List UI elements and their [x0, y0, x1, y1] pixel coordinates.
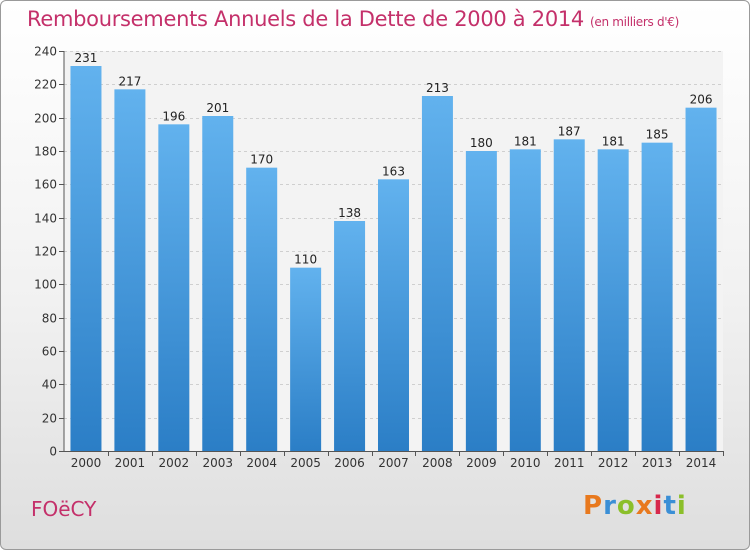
- logo-letter: i: [676, 491, 687, 521]
- bar: [158, 124, 190, 451]
- logo-letter: x: [635, 491, 654, 521]
- y-tick-label: 120: [34, 245, 57, 259]
- y-tick-label: 20: [42, 412, 57, 426]
- logo-letter: o: [616, 491, 636, 521]
- bars: [70, 66, 717, 452]
- data-labels: 231 217 196 201 170 110 138 163 213 180 181 187 181 1…: [75, 51, 713, 267]
- y-tick-label: 100: [34, 278, 57, 292]
- commune-name: FOëCY: [31, 497, 97, 521]
- data-label: 187: [558, 124, 581, 138]
- bar: [685, 107, 717, 452]
- data-label: 196: [162, 109, 185, 123]
- chart-title-text: Remboursements Annuels de la Dette de 20…: [27, 7, 584, 31]
- data-label: 213: [426, 81, 449, 95]
- bar: [465, 151, 497, 451]
- bar: [553, 139, 585, 452]
- data-label: 181: [514, 134, 537, 148]
- logo-letter: r: [603, 491, 617, 521]
- data-label: 138: [338, 206, 361, 220]
- y-tick-label: 140: [34, 212, 57, 226]
- proxiti-logo[interactable]: Proxiti: [583, 491, 687, 521]
- logo-letter: P: [583, 491, 604, 521]
- x-tick-label: 2009: [466, 456, 497, 470]
- x-tick-label: 2008: [422, 456, 453, 470]
- data-label: 206: [690, 93, 713, 107]
- logo-letter: t: [663, 491, 677, 521]
- y-tick-label: 60: [42, 345, 57, 359]
- bar: [597, 149, 629, 452]
- bar: [641, 142, 673, 451]
- data-label: 231: [75, 51, 98, 65]
- x-tick-label: 2005: [290, 456, 321, 470]
- data-label: 163: [382, 164, 405, 178]
- bar: [378, 179, 409, 452]
- x-tick-label: 2001: [115, 456, 146, 470]
- data-label: 217: [118, 74, 141, 88]
- y-tick-label: 180: [34, 145, 57, 159]
- logo-letter: i: [653, 491, 664, 521]
- chart-subtitle: (en milliers d'€): [590, 15, 680, 29]
- bar: [334, 221, 366, 451]
- x-tick-label: 2013: [642, 456, 673, 470]
- y-tick-label: 200: [34, 112, 57, 126]
- x-tick-label: 2002: [159, 456, 190, 470]
- bar: [202, 116, 234, 451]
- x-axis: 2000 2001 2002 2003 2004 2005 2006 2007 2008 2009…: [64, 451, 724, 470]
- bar: [290, 267, 322, 451]
- x-tick-label: 2003: [202, 456, 233, 470]
- x-tick-label: 2006: [334, 456, 365, 470]
- data-label: 201: [206, 101, 229, 115]
- y-tick-label: 220: [34, 78, 57, 92]
- x-tick-label: 2014: [686, 456, 717, 470]
- y-tick-label: 0: [49, 445, 57, 459]
- y-tick-label: 80: [42, 312, 57, 326]
- data-label: 180: [470, 136, 493, 150]
- chart-title: Remboursements Annuels de la Dette de 20…: [27, 7, 679, 31]
- x-tick-label: 2012: [598, 456, 629, 470]
- bar: [70, 66, 102, 451]
- bar: [421, 96, 453, 451]
- bar: [246, 167, 278, 451]
- x-tick-label: 2004: [246, 456, 277, 470]
- data-label: 170: [250, 153, 273, 167]
- y-tick-label: 240: [34, 45, 57, 59]
- y-tick-label: 40: [42, 378, 57, 392]
- x-tick-label: 2007: [378, 456, 409, 470]
- y-axis: 0 20 40 60 80 100 120 140 160 180 200 220 240: [34, 45, 65, 459]
- x-tick-label: 2011: [554, 456, 585, 470]
- y-tick-label: 160: [34, 178, 57, 192]
- x-tick-label: 2000: [71, 456, 102, 470]
- bar: [114, 89, 146, 451]
- x-tick-label: 2010: [510, 456, 541, 470]
- bar: [509, 149, 541, 452]
- data-label: 185: [646, 128, 669, 142]
- data-label: 181: [602, 134, 625, 148]
- data-label: 110: [294, 253, 317, 267]
